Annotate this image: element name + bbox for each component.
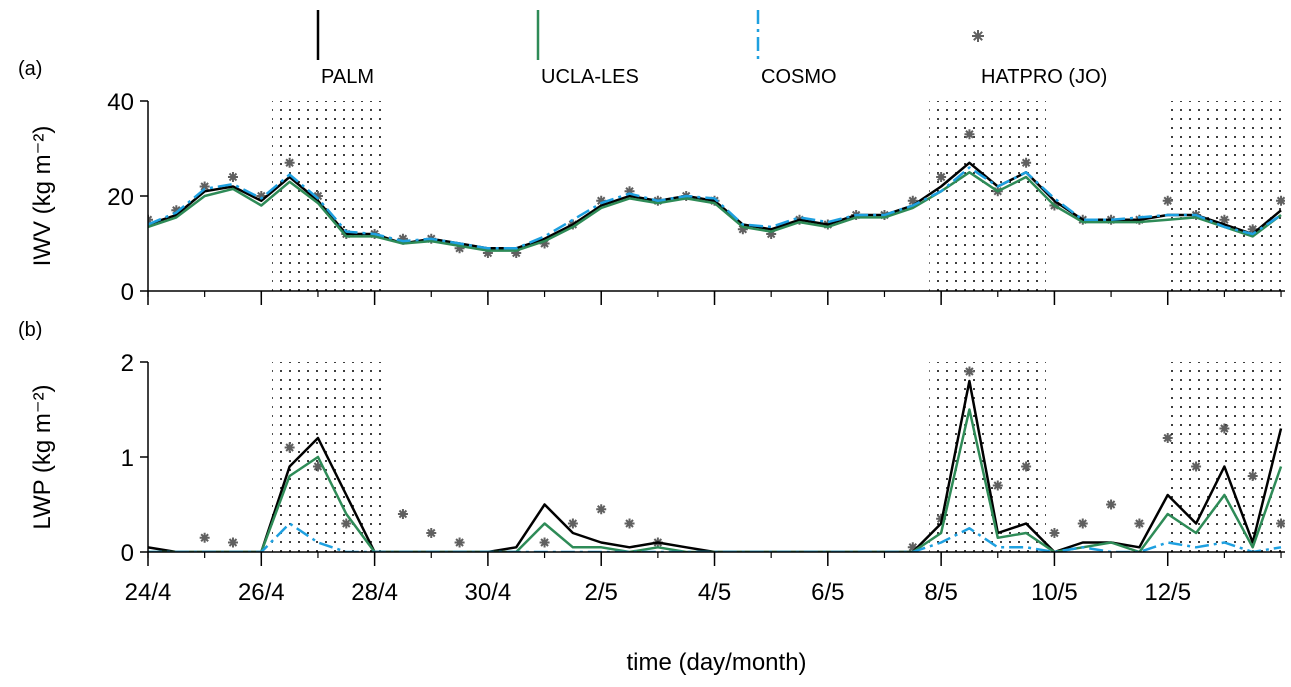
hatpro-marker <box>539 238 550 249</box>
hatpro-marker <box>284 442 295 453</box>
hatpro-marker <box>511 248 522 258</box>
series-line <box>148 166 1282 250</box>
hatpro-marker <box>964 366 975 377</box>
y-tick-label: 0 <box>121 279 134 306</box>
hatpro-marker <box>397 233 408 244</box>
series-line <box>148 408 1283 552</box>
shaded-period <box>1164 101 1285 291</box>
hatpro-marker <box>1162 433 1173 443</box>
y-tick-label: 1 <box>121 445 134 472</box>
hatpro-marker <box>1077 518 1088 529</box>
y-tick-label: 40 <box>107 89 134 116</box>
x-tick-label: 12/5 <box>1144 579 1191 606</box>
hatpro-marker <box>1162 195 1173 206</box>
y-tick-label: 0 <box>121 540 134 567</box>
x-tick-label: 4/5 <box>698 579 731 606</box>
hatpro-marker <box>482 248 493 258</box>
legend-label: PALM <box>321 66 374 88</box>
hatpro-marker <box>199 181 210 192</box>
hatpro-marker <box>539 537 550 548</box>
hatpro-marker <box>256 191 267 201</box>
hatpro-marker <box>596 504 607 515</box>
series-line <box>148 522 1282 552</box>
hatpro-marker <box>312 461 323 472</box>
legend-label: UCLA-LES <box>541 66 639 88</box>
hatpro-marker <box>426 528 437 538</box>
hatpro-marker <box>1021 157 1032 168</box>
x-tick-label: 26/4 <box>238 579 285 606</box>
x-axis-label: time (day/month) <box>626 649 806 676</box>
legend-marker <box>972 30 984 42</box>
hatpro-marker <box>1191 461 1202 472</box>
hatpro-marker <box>766 229 777 239</box>
shaded-period <box>1164 362 1285 552</box>
x-tick-label: 6/5 <box>811 579 844 606</box>
hatpro-marker <box>227 172 238 182</box>
hatpro-marker <box>454 537 465 548</box>
hatpro-marker <box>341 518 352 529</box>
hatpro-marker <box>284 157 295 168</box>
x-tick-label: 28/4 <box>351 579 398 606</box>
y-tick-label: 2 <box>121 350 134 377</box>
shaded-period <box>272 101 385 291</box>
hatpro-marker <box>1021 461 1032 472</box>
x-tick-label: 30/4 <box>465 579 512 606</box>
panel-label: (b) <box>18 319 42 341</box>
hatpro-marker <box>907 195 918 206</box>
hatpro-marker <box>596 195 607 206</box>
shaded-period <box>929 362 1046 552</box>
hatpro-marker <box>199 532 210 543</box>
hatpro-marker <box>1134 518 1145 529</box>
hatpro-marker <box>227 537 238 548</box>
hatpro-marker <box>312 191 323 201</box>
y-axis-label: IWV (kg m⁻²) <box>29 126 56 267</box>
hatpro-marker <box>907 542 918 552</box>
panel-label: (a) <box>18 58 42 80</box>
hatpro-marker <box>1219 423 1230 434</box>
x-tick-label: 10/5 <box>1031 579 1078 606</box>
hatpro-marker <box>737 224 748 235</box>
hatpro-marker <box>397 509 408 519</box>
hatpro-marker <box>964 129 975 140</box>
hatpro-marker <box>171 205 182 216</box>
series-line <box>148 379 1283 552</box>
hatpro-marker <box>992 480 1003 491</box>
x-tick-label: 8/5 <box>924 579 957 606</box>
hatpro-marker <box>454 243 465 254</box>
hatpro-marker <box>1247 224 1258 235</box>
shaded-period <box>929 101 1046 291</box>
hatpro-marker <box>1247 471 1258 481</box>
hatpro-marker <box>1276 195 1285 206</box>
hatpro-marker <box>624 518 635 529</box>
hatpro-marker <box>936 172 947 182</box>
hatpro-marker <box>1276 518 1285 529</box>
x-tick-label: 2/5 <box>585 579 618 606</box>
legend-label: COSMO <box>761 66 837 88</box>
x-tick-label: 24/4 <box>125 579 172 606</box>
hatpro-marker <box>624 186 635 197</box>
hatpro-marker <box>1106 499 1117 510</box>
plot-area <box>148 129 1285 258</box>
hatpro-marker <box>567 518 578 529</box>
hatpro-marker <box>1219 214 1230 225</box>
plot-area <box>148 366 1285 552</box>
hatpro-marker <box>1049 528 1060 538</box>
y-tick-label: 20 <box>107 184 134 211</box>
series-line <box>148 171 1282 252</box>
legend-label: HATPRO (JO) <box>981 66 1107 88</box>
y-axis-label: LWP (kg m⁻²) <box>29 384 56 529</box>
